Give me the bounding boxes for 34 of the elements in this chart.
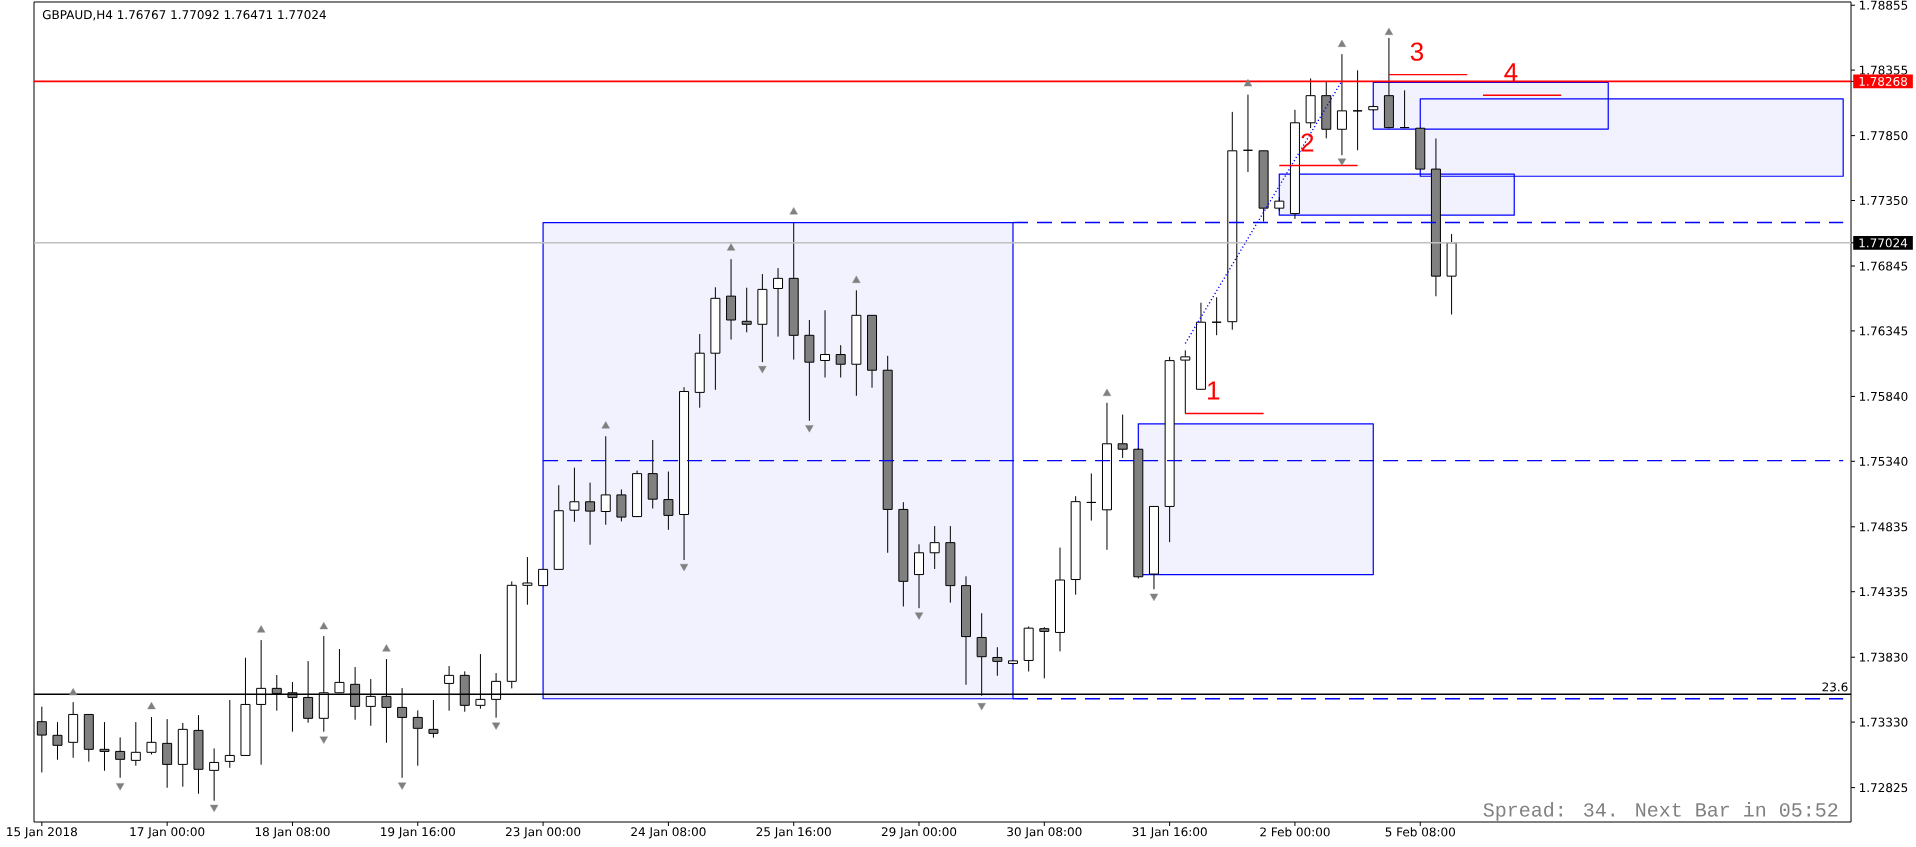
y-tick-label: 1.78355 (1859, 65, 1908, 75)
x-tick-label: 5 Feb 08:00 (1385, 827, 1455, 837)
series-label: 1 (1208, 381, 1220, 400)
text: GBPAUD,H4 1.76767 1.77092 1.76471 1.77024 (42, 10, 326, 21)
y-tick-label: 1.75840 (1859, 391, 1908, 401)
series-label: 2 (1301, 133, 1314, 152)
y-tick-label: 1.78855 (1859, 0, 1908, 10)
y-tick-label: 1.77024 (1859, 238, 1908, 248)
series-label: 3 (1410, 42, 1424, 61)
annotation: Spread: 34. Next Bar in 05:52 (1483, 802, 1838, 821)
x-tick-label: 18 Jan 08:00 (255, 827, 330, 839)
annotation: 23.6 (1822, 682, 1848, 692)
y-tick-label: 1.73330 (1859, 717, 1908, 727)
y-tick-label: 1.77850 (1859, 131, 1908, 141)
x-tick-label: 24 Jan 08:00 (631, 827, 706, 839)
y-tick-label: 1.74835 (1859, 522, 1908, 532)
y-tick-label: 1.78268 (1859, 76, 1908, 86)
y-tick-label: 1.72825 (1859, 783, 1908, 793)
y-tick-label: 1.76845 (1859, 261, 1908, 271)
x-tick-label: 30 Jan 08:00 (1007, 827, 1082, 839)
x-tick-label: 25 Jan 16:00 (756, 827, 831, 839)
x-tick-label: 15 Jan 2018 (7, 827, 77, 839)
x-tick-label: 2 Feb 00:00 (1260, 827, 1330, 837)
x-tick-label: 29 Jan 00:00 (881, 827, 957, 839)
x-tick-label: 31 Jan 16:00 (1132, 827, 1207, 839)
y-tick-label: 1.73830 (1859, 652, 1908, 662)
y-tick-label: 1.74335 (1859, 587, 1908, 597)
series-label: 4 (1504, 63, 1518, 82)
x-tick-label: 17 Jan 00:00 (130, 827, 205, 839)
y-tick-label: 1.77350 (1859, 195, 1908, 206)
y-tick-label: 1.76345 (1859, 326, 1908, 336)
x-tick-label: 23 Jan 00:00 (505, 827, 581, 839)
y-tick-label: 1.75340 (1859, 456, 1908, 466)
x-tick-label: 19 Jan 16:00 (381, 827, 455, 839)
